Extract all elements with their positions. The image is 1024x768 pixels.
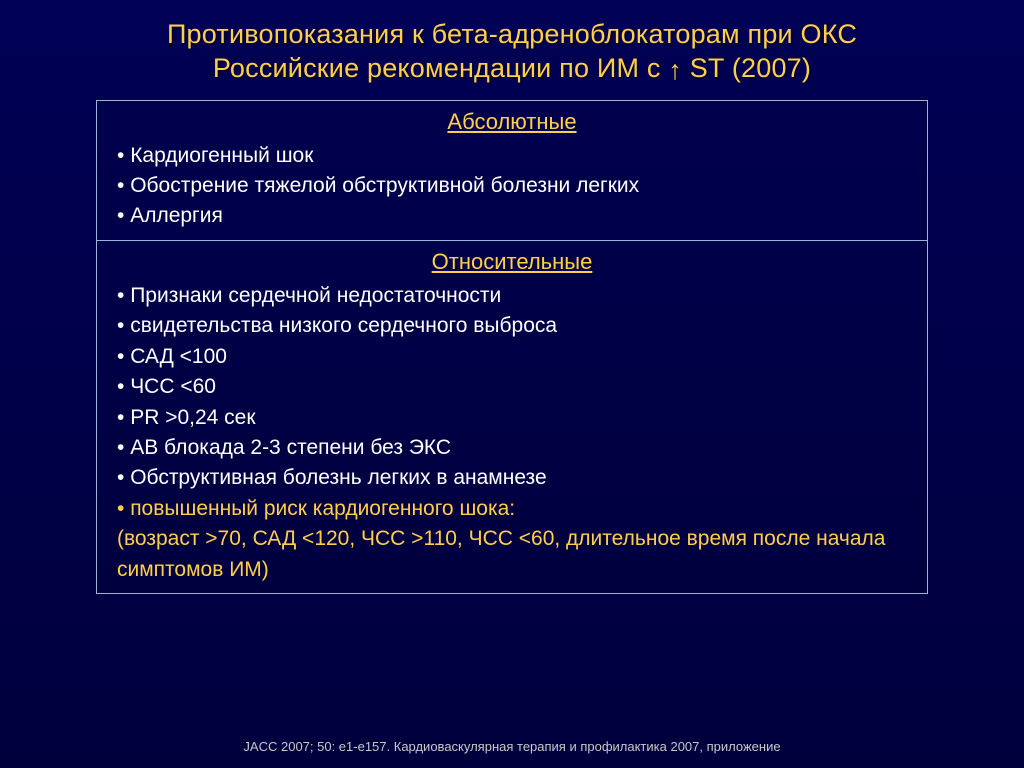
- list-item: свидетельства низкого сердечного выброса: [117, 311, 911, 341]
- up-arrow-icon: ↑: [668, 54, 682, 88]
- list-item: Обострение тяжелой обструктивной болезни…: [117, 171, 911, 201]
- list-item: Обструктивная болезнь легких в анамнезе: [117, 463, 911, 493]
- list-item: Аллергия: [117, 201, 911, 231]
- list-item: Кардиогенный шок: [117, 141, 911, 171]
- title-line-1: Противопоказания к бета-адреноблокаторам…: [167, 19, 857, 49]
- contraindications-table: Абсолютные Кардиогенный шок Обострение т…: [96, 100, 928, 595]
- title-line-2-prefix: Российские рекомендации по ИМ с: [213, 53, 668, 83]
- list-item: Признаки сердечной недостаточности: [117, 281, 911, 311]
- slide: Противопоказания к бета-адреноблокаторам…: [0, 0, 1024, 768]
- list-item: АВ блокада 2-3 степени без ЭКС: [117, 433, 911, 463]
- section-header-relative: Относительные: [113, 249, 911, 275]
- list-item: PR >0,24 сек: [117, 403, 911, 433]
- section-absolute: Абсолютные Кардиогенный шок Обострение т…: [97, 101, 927, 240]
- list-item: ЧСС <60: [117, 372, 911, 402]
- title-line-2-suffix: ST (2007): [682, 53, 811, 83]
- section-header-absolute: Абсолютные: [113, 109, 911, 135]
- slide-title: Противопоказания к бета-адреноблокаторам…: [40, 18, 984, 86]
- list-item-highlight: повышенный риск кардиогенного шока:: [117, 494, 911, 524]
- list-item-highlight-detail: (возраст >70, САД <120, ЧСС >110, ЧСС <6…: [117, 524, 911, 585]
- list-item: САД <100: [117, 342, 911, 372]
- footnote: JACC 2007; 50: e1-e157. Кардиоваскулярна…: [0, 739, 1024, 754]
- section-relative: Относительные Признаки сердечной недоста…: [97, 240, 927, 593]
